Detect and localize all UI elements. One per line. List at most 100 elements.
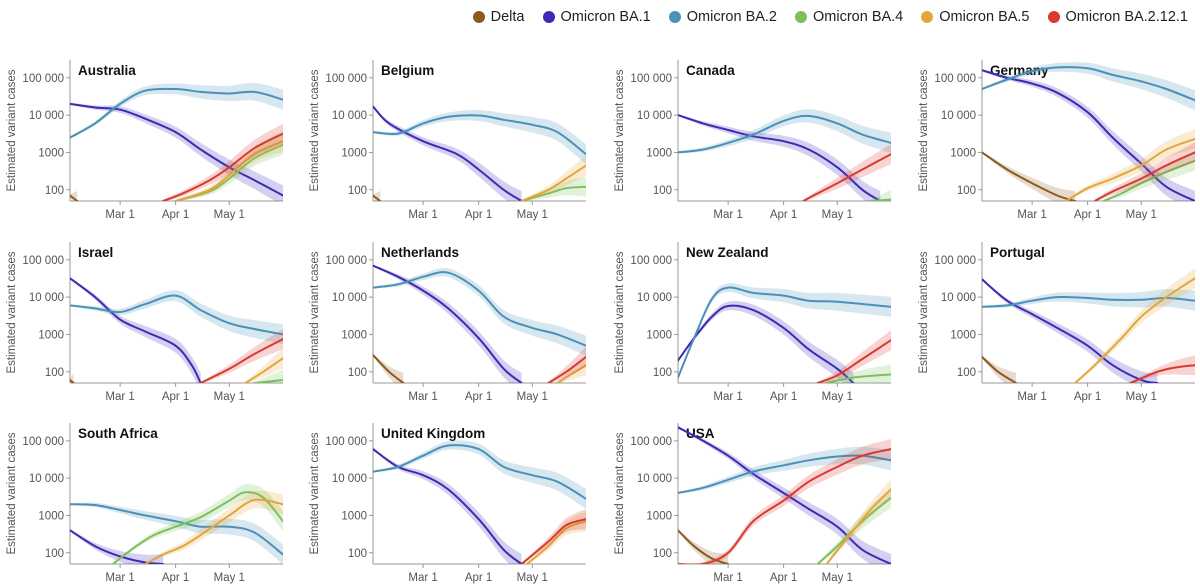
confidence-band: [982, 151, 1076, 201]
confidence-band: [373, 354, 404, 383]
confidence-band: [70, 290, 283, 345]
chart-panel: Israel Estimated variant cases 100 1000 10 0…: [6, 242, 283, 403]
y-tick-label: 10 000: [332, 292, 367, 304]
series-line: [70, 87, 283, 139]
series-line: [678, 529, 730, 564]
y-tick-label: 100 000: [22, 436, 64, 448]
series-group: [982, 268, 1195, 383]
y-tick-label: 100: [653, 185, 672, 197]
series-group: [678, 282, 891, 383]
series-line: [678, 448, 891, 564]
series-line: [373, 114, 586, 156]
series-line: [870, 198, 891, 201]
confidence-band: [373, 105, 522, 201]
series-line: [162, 132, 283, 201]
y-tick-label: 100: [45, 548, 64, 560]
series-line: [373, 271, 586, 347]
y-tick-label: 100: [957, 185, 976, 197]
legend-item: Omicron BA.2: [668, 9, 777, 25]
series-line: [1093, 151, 1195, 201]
series-line: [112, 491, 283, 564]
series-line: [678, 304, 855, 383]
confidence-band: [982, 62, 1195, 111]
x-tick-label: Apr 1: [162, 391, 190, 403]
x-tick-label: Mar 1: [1017, 209, 1046, 221]
series-line: [1129, 364, 1195, 383]
series-line: [244, 357, 283, 383]
y-tick-label: 100 000: [630, 73, 672, 85]
series-line: [982, 355, 1017, 383]
series-line: [174, 143, 283, 201]
series-line: [70, 277, 202, 383]
y-tick-label: 100 000: [22, 73, 64, 85]
y-tick-label: 10 000: [29, 110, 64, 122]
series-line: [525, 520, 586, 564]
y-tick-label: 1000: [646, 147, 672, 159]
series-line: [678, 114, 882, 201]
y-tick-label: 1000: [950, 147, 976, 159]
y-axis-label: Estimated variant cases: [309, 432, 321, 554]
y-axis-label: Estimated variant cases: [918, 251, 930, 373]
series-line: [199, 338, 283, 383]
series-group: [70, 484, 283, 564]
legend: Delta Omicron BA.1 Omicron BA.2 Omicron BA.…: [472, 9, 1189, 25]
y-tick-label: 10 000: [332, 473, 367, 485]
chart-panel: United Kingdom Estimated variant cases 100…: [309, 423, 586, 584]
x-tick-label: Apr 1: [465, 209, 493, 221]
y-tick-label: 100 000: [325, 73, 367, 85]
legend-swatch: [1047, 11, 1060, 23]
y-tick-label: 100: [653, 548, 672, 560]
y-tick-label: 1000: [38, 147, 64, 159]
confidence-band: [521, 155, 586, 201]
y-axis-label: Estimated variant cases: [309, 251, 321, 373]
series-line: [982, 296, 1195, 308]
series-group: [678, 109, 891, 201]
y-axis-label: Estimated variant cases: [309, 69, 321, 191]
legend-item: Omicron BA.4: [795, 9, 903, 25]
y-tick-label: 10 000: [637, 110, 672, 122]
chart-panel: New Zealand Estimated variant cases 100 100…: [614, 242, 891, 403]
confidence-band: [373, 440, 586, 509]
chart-panel: USA Estimated variant cases 100 1000 10 000 1…: [614, 423, 891, 584]
x-tick-label: Mar 1: [408, 572, 437, 584]
series-line: [373, 194, 382, 201]
confidence-band: [982, 69, 1195, 201]
y-tick-label: 10 000: [332, 110, 367, 122]
confidence-band: [113, 484, 283, 564]
series-line: [70, 503, 283, 556]
series-line: [373, 354, 405, 383]
chart-panel: Canada Estimated variant cases 100 1000 10 0…: [614, 60, 891, 221]
y-axis-label: Estimated variant cases: [614, 251, 626, 373]
y-tick-label: 100: [348, 548, 367, 560]
series-group: [373, 105, 586, 201]
x-tick-label: May 1: [822, 209, 853, 221]
y-tick-label: 100 000: [325, 255, 367, 267]
chart-panel: Germany Estimated variant cases 100 1000 10 …: [918, 60, 1195, 221]
x-tick-label: Apr 1: [770, 391, 798, 403]
x-tick-label: Apr 1: [1074, 391, 1102, 403]
legend-item: Omicron BA.2.12.1: [1047, 9, 1189, 25]
chart-panel: Belgium Estimated variant cases 100 1000 10 …: [309, 60, 586, 221]
series-line: [678, 426, 891, 564]
y-tick-label: 1000: [38, 510, 64, 522]
series-line: [253, 379, 283, 383]
confidence-band: [373, 109, 586, 165]
series-line: [547, 355, 586, 383]
panel-title: Australia: [78, 63, 136, 78]
y-tick-label: 10 000: [637, 292, 672, 304]
series-line: [982, 69, 1195, 201]
series-group: [70, 82, 283, 201]
y-tick-label: 10 000: [29, 473, 64, 485]
panel-title: Portugal: [990, 245, 1045, 260]
y-tick-label: 10 000: [637, 473, 672, 485]
x-tick-label: Mar 1: [713, 572, 742, 584]
y-axis-label: Estimated variant cases: [6, 432, 18, 554]
x-tick-label: Mar 1: [105, 391, 134, 403]
series-line: [373, 444, 586, 500]
panel-title: South Africa: [78, 426, 158, 441]
legend-label: Omicron BA.2.12.1: [1065, 9, 1189, 25]
y-tick-label: 100: [957, 367, 976, 379]
legend-item: Omicron BA.1: [542, 9, 651, 25]
confidence-band: [982, 278, 1158, 383]
x-tick-label: May 1: [1126, 209, 1157, 221]
